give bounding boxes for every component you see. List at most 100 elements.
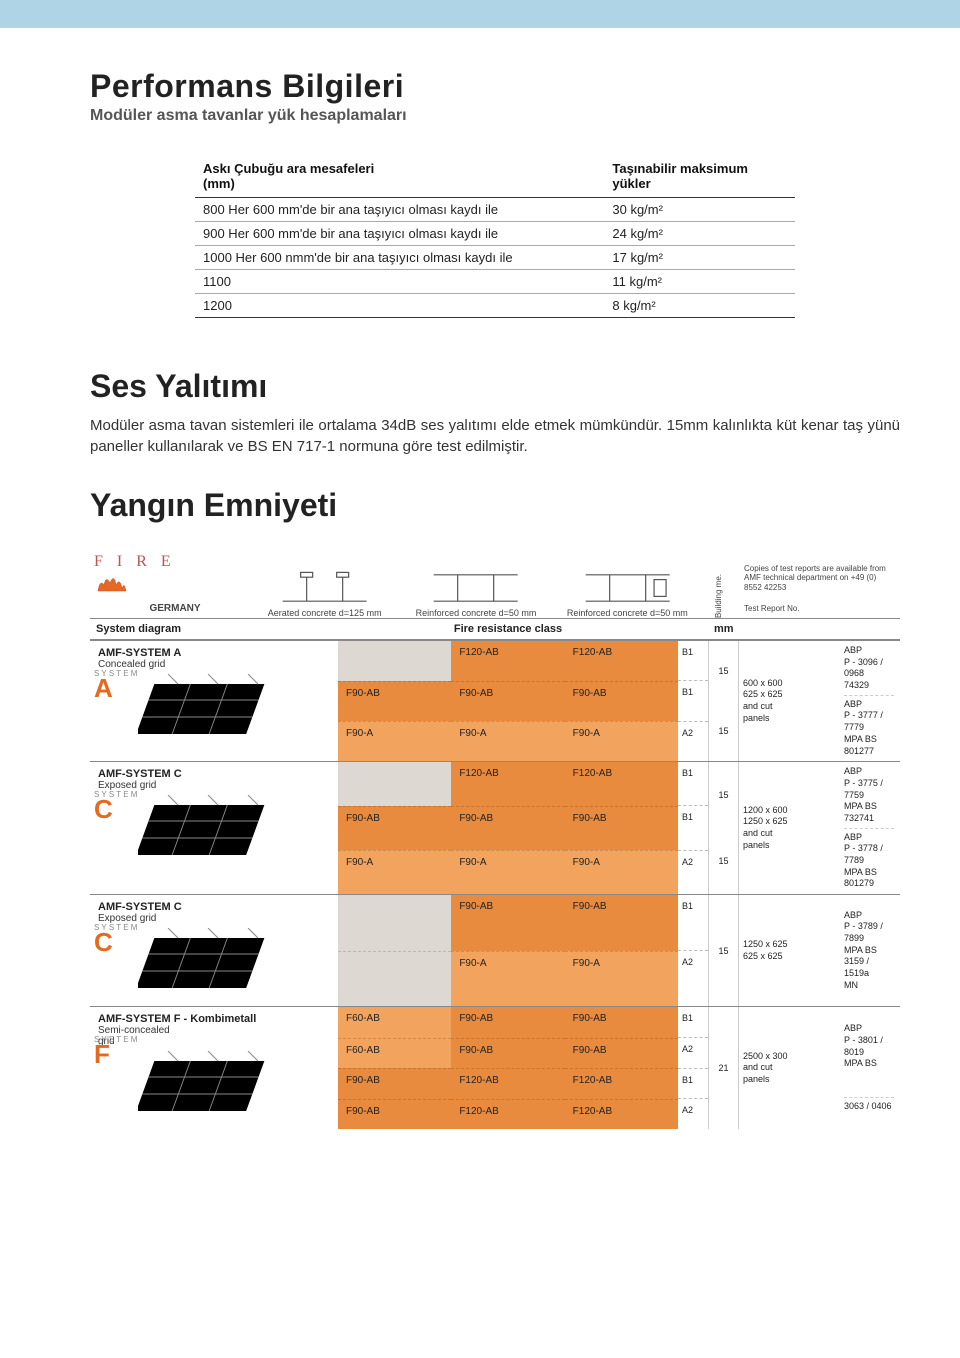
- table-row: 12008 kg/m²: [195, 294, 795, 318]
- mm-value: 15: [716, 788, 730, 802]
- system-title: AMF-SYSTEM C: [98, 901, 330, 913]
- load-table-head-left: Askı Çubuğu ara mesafeleri (mm): [195, 155, 604, 198]
- panel-sizes: 2500 x 300 and cut panels: [738, 1007, 838, 1129]
- page-content: Performans Bilgileri Modüler asma tavanl…: [0, 28, 960, 1169]
- ceiling-diagram-3-icon: [563, 570, 692, 606]
- panel-sizes: 1250 x 625 625 x 625: [738, 895, 838, 1006]
- fire-class-cell: F120-AB: [451, 641, 564, 681]
- test-report: ABP P - 3789 / 7899 MPA BS 3159 / 1519a …: [844, 910, 894, 992]
- system-letter: F: [94, 1044, 137, 1065]
- fire-class-cell: F90-AB: [338, 806, 451, 850]
- table-cell: 1200: [195, 294, 604, 318]
- system-letter-badge: S Y S T E MF: [94, 1035, 137, 1065]
- page-title: Performans Bilgileri: [90, 68, 900, 105]
- header-system-diagram: System diagram: [90, 619, 338, 639]
- fire-flame-icon: [94, 571, 256, 599]
- fire-class-cell: [338, 762, 451, 806]
- system-grid-icon: [138, 674, 278, 744]
- fire-class-cell: F90-AB: [451, 1007, 564, 1038]
- fire-class-cell: F90-A: [565, 850, 678, 894]
- mm-value: 15: [716, 664, 730, 678]
- table-cell: 11 kg/m²: [604, 270, 795, 294]
- fire-class-cell: F120-AB: [565, 1068, 678, 1099]
- b-class-cell: A2: [678, 950, 708, 1006]
- b-class-cell: A2: [678, 850, 708, 894]
- test-report: ABP P - 3777 / 7779 MPA BS 801277: [844, 695, 894, 757]
- ceiling-diagram-1-icon: [260, 570, 389, 606]
- fire-class-cell: F90-A: [451, 850, 564, 894]
- fire-class-cell: [338, 641, 451, 681]
- test-report: ABP P - 3778 / 7789 MPA BS 801279: [844, 828, 894, 890]
- b-class-cell: A2: [678, 1037, 708, 1068]
- fire-class-cell: [338, 895, 451, 951]
- fire-class-cell: F90-A: [451, 951, 564, 1007]
- table-row: 110011 kg/m²: [195, 270, 795, 294]
- fire-logo-text: F I R E: [94, 553, 256, 571]
- fire-class-cell: [338, 951, 451, 1007]
- system-letter-badge: S Y S T E MC: [94, 790, 137, 820]
- b-class-cell: A2: [678, 1098, 708, 1129]
- system-grid-icon: [138, 795, 278, 865]
- system-grid-icon: [138, 1051, 278, 1121]
- table-cell: 1100: [195, 270, 604, 294]
- fire-class-cell: F120-AB: [451, 1099, 564, 1130]
- section-ses-title: Ses Yalıtımı: [90, 368, 900, 405]
- fire-table-header-strip: System diagram Fire resistance class mm: [90, 618, 900, 640]
- fire-class-cell: F90-AB: [451, 895, 564, 951]
- fire-class-cell: F60-AB: [338, 1007, 451, 1038]
- system-letter-badge: S Y S T E MC: [94, 923, 137, 953]
- fire-right-info-1: Copies of test reports are available fro…: [744, 564, 896, 593]
- load-table-head-right: Taşınabilir maksimum yükler: [604, 155, 795, 198]
- fire-class-cell: F90-AB: [338, 1099, 451, 1130]
- panel-sizes: 1200 x 600 1250 x 625 and cut panels: [738, 762, 838, 894]
- system-letter-badge: S Y S T E MA: [94, 669, 137, 699]
- fire-class-cell: F120-AB: [565, 762, 678, 806]
- mm-value: 15: [716, 724, 730, 738]
- fire-class-cell: F90-AB: [451, 1038, 564, 1069]
- mm-value: 15: [716, 854, 730, 868]
- test-report: ABP P - 3096 / 0968 74329: [844, 645, 894, 692]
- b-class-cell: A2: [678, 721, 708, 761]
- test-report: ABP P - 3775 / 7759 MPA BS 732741: [844, 766, 894, 824]
- fire-class-cell: F90-A: [565, 721, 678, 761]
- b-class-cell: B1: [678, 895, 708, 950]
- ceiling-diagram-2-icon: [411, 570, 540, 606]
- mm-value: 15: [716, 944, 730, 958]
- system-letter: C: [94, 799, 137, 820]
- table-cell: 30 kg/m²: [604, 198, 795, 222]
- table-row: 900 Her 600 mm'de bir ana taşıyıcı olmas…: [195, 222, 795, 246]
- fire-class-cell: F90-AB: [451, 681, 564, 721]
- fire-class-cell: F120-AB: [565, 1099, 678, 1130]
- fire-class-cell: F90-AB: [565, 1007, 678, 1038]
- system-letter: C: [94, 932, 137, 953]
- fire-class-cell: F90-A: [565, 951, 678, 1007]
- fire-class-cell: F90-AB: [565, 681, 678, 721]
- fire-table-top-row: F I R E GERMANY Aerated concrete d=125 m…: [90, 549, 900, 618]
- table-cell: 900 Her 600 mm'de bir ana taşıyıcı olmas…: [195, 222, 604, 246]
- ceiling-label-1: Aerated concrete d=125 mm: [260, 608, 389, 618]
- fire-class-cell: F90-AB: [451, 806, 564, 850]
- table-row: 1000 Her 600 nmm'de bir ana taşıyıcı olm…: [195, 246, 795, 270]
- b-class-cell: B1: [678, 762, 708, 805]
- fire-table: F I R E GERMANY Aerated concrete d=125 m…: [90, 549, 900, 1129]
- fire-class-cell: F90-A: [338, 850, 451, 894]
- system-title: AMF-SYSTEM A: [98, 647, 330, 659]
- fire-class-cell: F90-AB: [565, 806, 678, 850]
- fire-class-cell: F90-A: [451, 721, 564, 761]
- test-report: ABP P - 3801 / 8019 MPA BS: [844, 1023, 894, 1070]
- building-me-label: Building me.: [714, 574, 740, 618]
- section-yangin-title: Yangın Emniyeti: [90, 487, 900, 524]
- fire-class-cell: F60-AB: [338, 1038, 451, 1069]
- system-grid-icon: [138, 928, 278, 998]
- fire-country-label: GERMANY: [94, 603, 256, 614]
- mm-value: 21: [716, 1061, 730, 1075]
- system-block: AMF-SYSTEM CExposed gridS Y S T E MCF90-…: [90, 894, 900, 1006]
- fire-class-cell: F120-AB: [565, 641, 678, 681]
- fire-class-cell: F90-AB: [565, 1038, 678, 1069]
- top-color-bar: [0, 0, 960, 28]
- header-fire-class: Fire resistance class: [338, 619, 678, 639]
- load-table: Askı Çubuğu ara mesafeleri (mm) Taşınabi…: [195, 155, 795, 318]
- header-mm: mm: [708, 619, 738, 639]
- table-row: 800 Her 600 mm'de bir ana taşıyıcı olmas…: [195, 198, 795, 222]
- table-cell: 1000 Her 600 nmm'de bir ana taşıyıcı olm…: [195, 246, 604, 270]
